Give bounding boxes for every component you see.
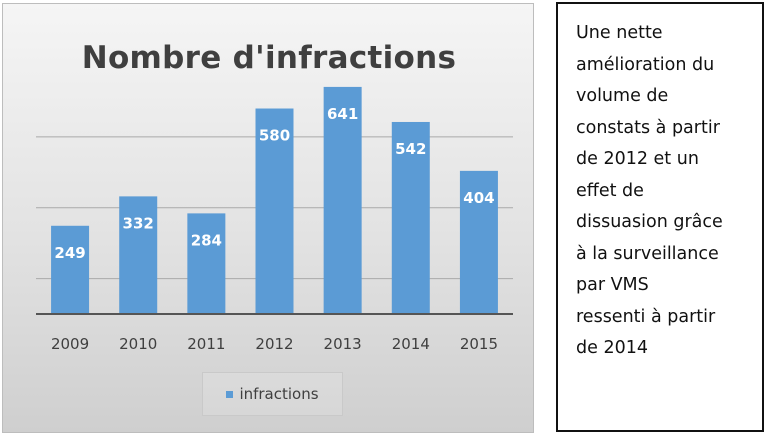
annotation-line: ressenti à partir (576, 306, 716, 327)
x-tick-label: 2012 (255, 335, 293, 353)
legend-label: infractions (239, 385, 319, 403)
bar-2009 (51, 225, 90, 314)
data-label: 332 (123, 214, 154, 232)
chart-legend: infractions (202, 372, 343, 416)
annotation-box: Une nette amélioration du volume de constat… (556, 2, 764, 432)
data-label: 542 (395, 140, 426, 158)
annotation-text: Une nette amélioration du volume de constat… (576, 18, 752, 365)
bar-2015 (459, 170, 498, 314)
annotation-line: amélioration du (576, 54, 715, 75)
bar-2010 (119, 196, 158, 314)
annotation-line: volume de (576, 86, 669, 106)
bar-2014 (391, 121, 430, 314)
bar-2012 (255, 108, 294, 314)
annotation-line: de 2012 et un (576, 149, 699, 169)
bar-2013 (323, 86, 362, 314)
annotation-line: par VMS (576, 275, 649, 295)
annotation-line: à la surveillance (576, 243, 719, 264)
bar-chart: 249 2009 332 2010 284 2011 580 2012 641 2013 542 20… (36, 86, 513, 353)
chart-title: Nombre d'infractions (81, 40, 457, 76)
chart-panel: Nombre d'infractions 249 2009 332 2010 284 20… (2, 3, 534, 433)
x-tick-label: 2014 (392, 335, 430, 353)
annotation-line: constats à partir (576, 117, 720, 138)
data-label: 249 (54, 244, 85, 262)
x-tick-label: 2013 (324, 335, 362, 353)
data-label: 641 (327, 105, 358, 123)
x-tick-label: 2015 (460, 335, 498, 353)
x-tick-label: 2010 (119, 335, 157, 353)
legend-swatch (226, 390, 234, 398)
data-label: 404 (463, 189, 494, 207)
annotation-line: dissuasion grâce (576, 212, 723, 232)
data-label: 284 (191, 231, 222, 249)
annotation-line: de 2014 (576, 338, 648, 358)
x-tick-label: 2009 (51, 335, 89, 353)
data-label: 580 (259, 127, 290, 145)
annotation-line: Une nette (576, 23, 663, 43)
x-tick-label: 2011 (187, 335, 225, 353)
annotation-line: effet de (576, 180, 644, 201)
bar-2011 (187, 213, 226, 314)
